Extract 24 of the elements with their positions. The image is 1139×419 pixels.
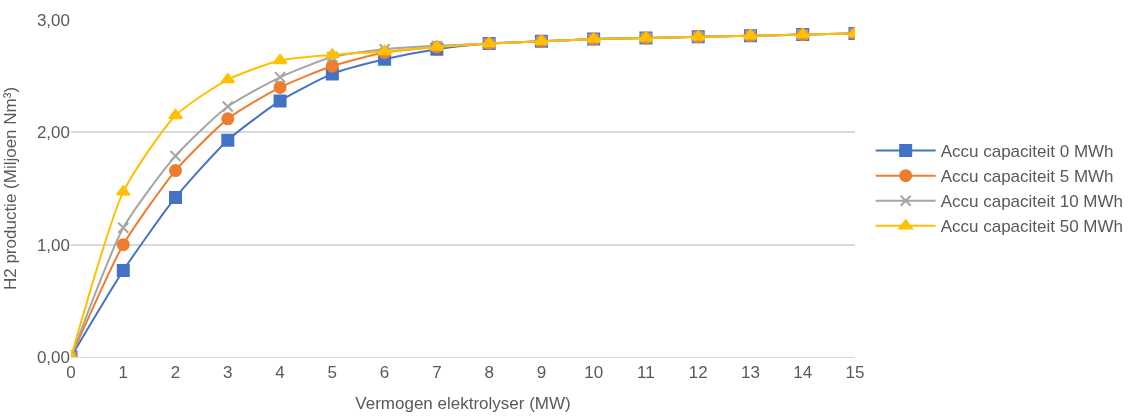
x-tick-label: 9 (536, 363, 547, 383)
x-tick-label: 4 (275, 363, 285, 383)
y-tick-label: 3,00 (36, 10, 70, 30)
y-axis-title: H2 productie (Miljoen Nm³) (1, 86, 21, 291)
x-tick-label: 3 (223, 363, 233, 383)
x-tick-label: 15 (845, 363, 865, 383)
x-tick-label: 2 (170, 363, 181, 383)
y-tick-label: 1,00 (36, 235, 70, 255)
y-tick-label: 2,00 (36, 123, 70, 143)
x-tick-label: 12 (688, 363, 708, 383)
x-tick-label: 6 (379, 363, 390, 383)
legend-label: Accu capaciteit 50 MWh (940, 217, 1124, 237)
x-tick-label: 7 (432, 363, 442, 383)
legend-label: Accu capaciteit 5 MWh (940, 167, 1114, 187)
legend-label: Accu capaciteit 0 MWh (940, 142, 1114, 162)
x-tick-label: 10 (584, 363, 604, 383)
legend-label: Accu capaciteit 10 MWh (940, 192, 1124, 212)
x-tick-label: 14 (793, 363, 813, 383)
x-tick-label: 5 (327, 363, 338, 383)
x-tick-label: 8 (484, 363, 494, 383)
x-tick-label: 1 (118, 363, 128, 383)
x-tick-label: 13 (741, 363, 760, 383)
x-tick-label: 11 (637, 363, 655, 383)
x-axis-title: Vermogen elektrolyser (MW) (355, 393, 571, 413)
